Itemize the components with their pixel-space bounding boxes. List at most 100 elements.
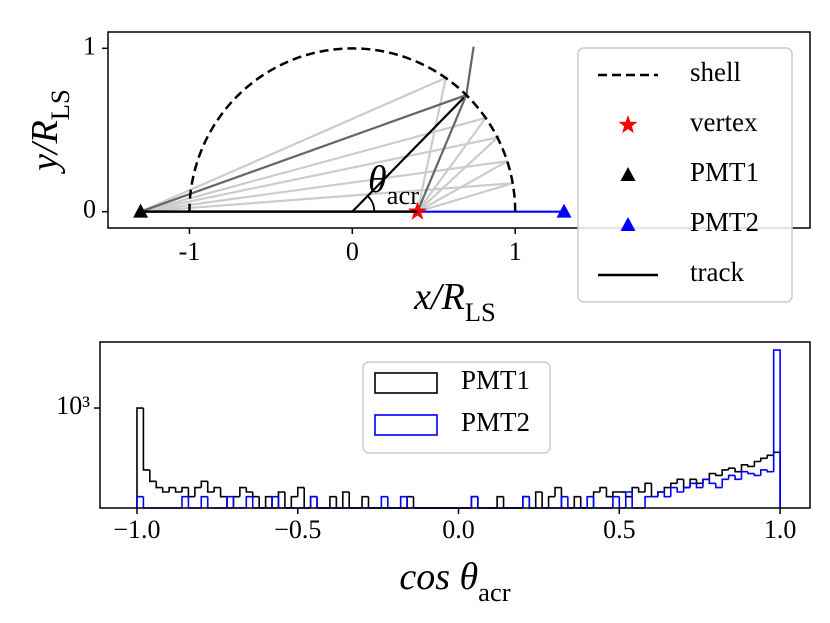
histogram-bin [200, 495, 208, 508]
angle-label: θacr [368, 159, 419, 210]
histogram-bin [528, 496, 536, 509]
histogram-bin [579, 496, 588, 509]
x-tick-label: 0.5 [603, 515, 636, 544]
histogram-bin [329, 495, 337, 508]
histogram-bin [245, 495, 253, 508]
histogram-bin [251, 496, 260, 509]
histogram-bin [734, 475, 742, 481]
histogram-bin [772, 451, 781, 508]
x-tick-label: −0.5 [274, 515, 321, 544]
histogram-bin [612, 495, 620, 508]
histogram-bin [502, 496, 510, 509]
histogram-bin [727, 474, 736, 480]
histogram-bin [406, 495, 414, 508]
histogram-bin [470, 495, 478, 508]
histogram-bin [714, 483, 723, 489]
histogram-bin [303, 487, 311, 509]
histogram-bin [149, 469, 157, 483]
histogram-bin [747, 471, 755, 475]
histogram-bin [245, 487, 253, 493]
x-tick-label: 0.0 [442, 515, 475, 544]
histogram-bin [239, 486, 247, 497]
histogram-bin [637, 487, 646, 493]
histogram-bin [226, 496, 234, 509]
histogram-bin [573, 495, 581, 508]
x-tick-label: -1 [179, 237, 201, 266]
histogram-bin [496, 495, 504, 508]
histogram-bin [406, 496, 414, 509]
histogram-bin [567, 496, 575, 509]
histogram-bin [181, 486, 189, 492]
histogram-bin [264, 495, 273, 508]
histogram-bin [399, 495, 408, 508]
histogram-bin [631, 491, 639, 509]
histogram-bin [155, 481, 163, 489]
legend-label: track [690, 257, 744, 287]
histogram-bin [271, 496, 279, 509]
histogram-bin [335, 496, 343, 509]
histogram-bin [708, 472, 716, 480]
histogram-bin [142, 408, 150, 471]
histogram-bin [669, 486, 678, 497]
histogram-bin [760, 469, 768, 476]
histogram-bin [258, 496, 266, 509]
x-tick-label: 1.0 [764, 515, 797, 544]
histogram-bin [522, 495, 530, 508]
histogram-bin [560, 495, 568, 508]
histogram-bin [586, 495, 594, 508]
histogram-bin [213, 486, 221, 492]
histogram-bin [624, 491, 633, 508]
histogram-bin [618, 496, 626, 509]
angle-label-main: θ [368, 159, 387, 201]
histogram-bin [760, 457, 768, 462]
histogram-bin [522, 495, 530, 508]
legend-label: shell [690, 57, 741, 87]
histogram-bin [695, 479, 703, 485]
histogram-bin [232, 495, 240, 508]
histogram-bin [734, 468, 742, 473]
histogram-bin [290, 495, 298, 508]
histogram-bin [592, 496, 601, 509]
histogram-bin [657, 491, 665, 497]
angle-label-sub: acr [387, 180, 420, 210]
legend-label: PMT1 [690, 157, 759, 187]
histogram-bin [412, 496, 420, 509]
histogram-bin [232, 496, 240, 509]
histogram-bin [251, 491, 260, 498]
histogram-bin [753, 460, 761, 467]
histogram-bin [766, 454, 774, 459]
histogram-bin [689, 482, 697, 488]
triangle-marker [620, 217, 636, 231]
histogram-bin [747, 464, 755, 468]
histogram-bin [682, 479, 691, 489]
histogram-bin [277, 496, 285, 509]
histogram-bin [721, 478, 729, 488]
histogram-bin [284, 491, 292, 509]
x-tick-label: 1 [509, 237, 522, 266]
histogram-bin [136, 407, 144, 508]
histogram-bin [605, 487, 613, 498]
histogram-bin [740, 470, 748, 480]
histogram-bin [348, 491, 356, 509]
histogram-bin [187, 496, 195, 509]
histogram-bin [644, 495, 652, 508]
histogram-bin [361, 495, 369, 508]
shell [188, 47, 517, 212]
y-axis-label: y/RLS [24, 89, 75, 175]
x-axis-label: x/RLS [413, 276, 496, 327]
histogram-bin [534, 491, 543, 508]
histogram-bin [766, 469, 774, 473]
y-axis-label-sub: LS [45, 89, 75, 120]
histogram-bin [341, 491, 350, 508]
histogram-bin [296, 486, 305, 497]
x-tick-label: 0 [346, 237, 359, 266]
histogram-bin [161, 487, 170, 493]
histogram-bin [477, 496, 485, 509]
y-tick-label: 0 [83, 195, 96, 224]
histogram-bin [136, 495, 144, 508]
histogram-bin [528, 496, 536, 509]
y-axis-label-main: y/R [24, 120, 66, 175]
plot-area [133, 46, 572, 220]
histogram-bin [682, 486, 691, 492]
histogram-bin [612, 491, 620, 497]
